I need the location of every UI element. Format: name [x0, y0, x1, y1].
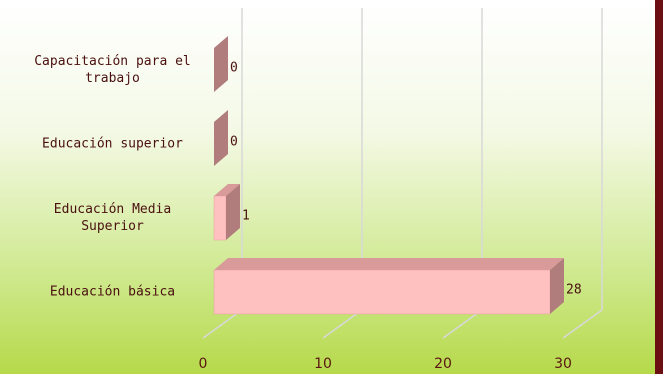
category-label: Capacitación para el trabajo [34, 54, 191, 86]
value-label: 0 [230, 135, 238, 150]
category-label: Educación Media Superior [53, 202, 172, 234]
x-tick-label: 30 [554, 356, 572, 372]
value-label: 1 [242, 209, 250, 224]
bar-front [213, 269, 551, 315]
bar-front [213, 195, 227, 241]
bar-side [226, 184, 240, 240]
value-label: 0 [230, 61, 238, 76]
bar-top [214, 184, 240, 196]
frame-edge [655, 0, 663, 374]
bar-side [214, 110, 228, 166]
x-tick-label: 0 [199, 356, 208, 372]
bar [214, 36, 228, 92]
category-label: Educación básica [49, 284, 176, 300]
floor-line [562, 309, 603, 339]
bar [213, 258, 564, 315]
bar [213, 184, 240, 241]
bar [214, 110, 228, 166]
floor-line [202, 309, 243, 339]
bar-side [214, 36, 228, 92]
floor-line [322, 309, 363, 339]
bar-top [214, 258, 564, 270]
x-tick-label: 20 [434, 356, 452, 372]
floor-line [442, 309, 483, 339]
category-label: Educación superior [42, 136, 183, 152]
value-label: 28 [566, 283, 582, 298]
x-tick-label: 10 [314, 356, 332, 372]
bar-side [550, 258, 564, 314]
